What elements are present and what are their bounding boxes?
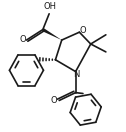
Text: OH: OH: [43, 2, 56, 11]
Text: O: O: [19, 35, 26, 44]
Polygon shape: [42, 28, 62, 40]
Text: O: O: [50, 96, 57, 105]
Text: O: O: [79, 26, 86, 35]
Text: N: N: [73, 70, 79, 79]
